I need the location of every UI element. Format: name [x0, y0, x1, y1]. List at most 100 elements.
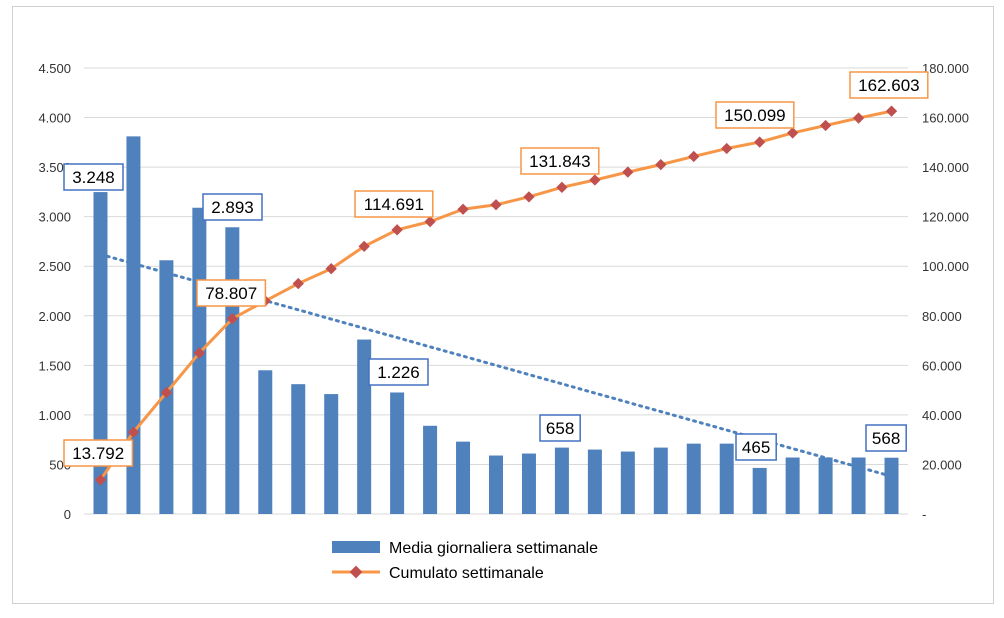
bar-data-label-box [368, 358, 429, 386]
line-marker [490, 199, 502, 211]
y-right-tick-label: 180.000 [922, 61, 969, 76]
bar-data-label: 465 [742, 438, 770, 457]
y-left-tick-label: 0 [64, 507, 71, 522]
bar-data-label-box [63, 163, 124, 191]
bar [324, 394, 339, 514]
line-marker [226, 313, 238, 325]
bar [489, 455, 503, 514]
bar-data-label: 568 [872, 429, 900, 448]
bar-data-label: 3.248 [72, 168, 115, 187]
line-data-label-box [849, 71, 929, 99]
bar [291, 384, 306, 514]
bar-data-label: 2.893 [211, 198, 254, 217]
line-data-label-box [520, 147, 600, 175]
y-right-tick-label: 60.000 [922, 358, 962, 373]
line-data-label-box [354, 190, 434, 218]
bar [521, 453, 536, 514]
bar [390, 392, 405, 514]
line-marker [523, 191, 535, 203]
data-labels: 3.248 2.893 1.226 658 465 568 13.792 78.807 114.… [63, 71, 929, 467]
y-right-tick-label: 120.000 [922, 210, 969, 225]
line-marker [688, 150, 700, 163]
bar [258, 370, 273, 514]
legend-line-label: Cumulato settimanale [389, 565, 544, 582]
line-marker [754, 136, 766, 148]
line-marker [721, 142, 733, 155]
gridlines [84, 67, 908, 515]
y-left-tick-label: 1.000 [38, 408, 71, 423]
bar [93, 192, 108, 515]
bar [126, 136, 141, 515]
line-marker [589, 174, 601, 186]
y-left-tick-label: 4.500 [38, 61, 71, 76]
line-marker [325, 263, 337, 275]
line-marker [622, 166, 634, 178]
y-left-tick-label: 4.000 [38, 111, 71, 126]
line-data-label-box [196, 279, 267, 307]
bar [851, 457, 866, 514]
y-left-tick-label: 1.500 [38, 358, 71, 373]
bar [884, 457, 899, 514]
bar [554, 447, 569, 514]
y-right-tick-label: 20.000 [922, 457, 962, 472]
bar [357, 339, 372, 514]
bar [653, 447, 668, 514]
line-marker [556, 181, 568, 193]
line-marker [424, 215, 436, 228]
line-marker [160, 386, 173, 399]
y-axis-right: - 20.000 40.000 60.000 80.000 100.000 120.000 1… [922, 61, 969, 522]
line-data-label: 162.603 [858, 76, 919, 95]
bar-data-label-box [202, 193, 263, 221]
y-left-tick-label: 3.000 [38, 210, 71, 225]
line-marker [786, 127, 799, 139]
line-data-label-box [63, 439, 134, 467]
line-marker [819, 119, 832, 132]
line-marker [852, 112, 865, 124]
line-data-label: 131.843 [529, 152, 590, 171]
bar-data-label: 1.226 [377, 363, 420, 382]
y-left-tick-label: 3.500 [38, 160, 71, 175]
y-right-tick-label: 100.000 [922, 259, 969, 274]
y-right-tick-label: 140.000 [922, 160, 969, 175]
legend: Media giornaliera settimanale Cumulato s… [332, 540, 598, 582]
bar [785, 457, 800, 514]
bar [686, 443, 701, 514]
line-marker [127, 426, 140, 438]
bar-data-label-box [865, 424, 907, 452]
line-data-label: 78.807 [205, 284, 257, 303]
line-data-label: 13.792 [72, 444, 124, 463]
legend-line-marker [349, 565, 363, 579]
bar [752, 467, 767, 514]
y-left-tick-label: 2.000 [38, 309, 71, 324]
bar [719, 443, 734, 514]
bar [225, 227, 240, 515]
bar-series [93, 136, 899, 515]
legend-bar-label: Media giornaliera settimanale [389, 540, 598, 557]
y-left-tick-label: 2.500 [38, 259, 71, 274]
line-marker [655, 158, 667, 171]
line-marker [292, 277, 304, 290]
line-marker [885, 105, 898, 117]
bar [587, 449, 602, 514]
y-right-tick-label: 160.000 [922, 111, 969, 126]
bar-data-label: 658 [546, 419, 574, 438]
line-marker [193, 347, 206, 359]
bar [423, 425, 438, 514]
line-data-label: 150.099 [724, 106, 785, 125]
line-data-label-box [715, 101, 795, 129]
y-right-tick-label: - [922, 507, 926, 522]
y-axis-left: 05001.0001.5002.0002.5003.0003.5004.0004… [38, 61, 71, 522]
legend-bar-swatch [332, 541, 380, 553]
line-marker [457, 203, 469, 215]
bar [620, 451, 635, 514]
line-marker [358, 240, 370, 253]
y-right-tick-label: 40.000 [922, 408, 962, 423]
line-marker [391, 224, 403, 236]
bar [456, 441, 471, 514]
bar [818, 457, 833, 514]
bar-data-label-box [735, 433, 777, 461]
bar-data-label-box [539, 414, 581, 442]
line-data-label: 114.691 [364, 195, 424, 214]
y-right-tick-label: 80.000 [922, 309, 962, 324]
